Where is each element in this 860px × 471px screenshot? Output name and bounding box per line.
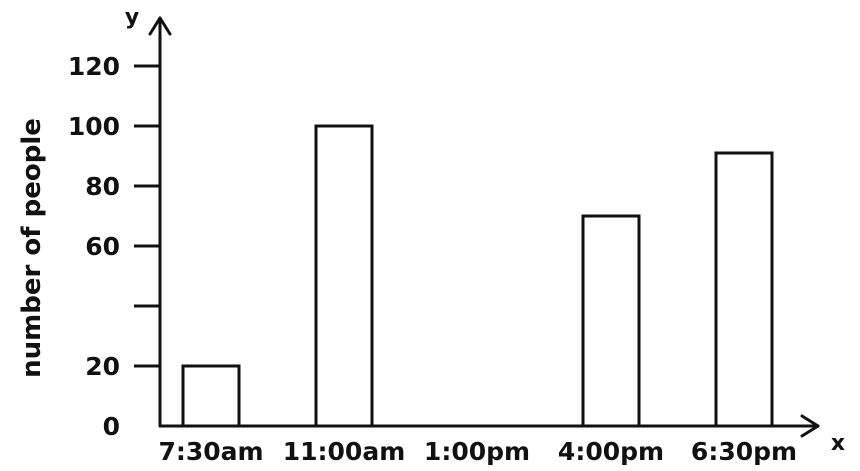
bar: [714, 151, 774, 428]
y-tick-label: 120: [68, 52, 120, 81]
y-tick-label: 80: [85, 172, 120, 201]
y-tick-label: 0: [103, 412, 120, 441]
bar: [581, 214, 641, 428]
x-tick-labels-group: 7:30am 11:00am 1:00pm 4:00pm 6:30pm: [158, 437, 797, 466]
x-tick-label: 11:00am: [283, 437, 406, 466]
y-axis-label: number of people: [17, 118, 47, 378]
x-axis-letter: x: [831, 431, 845, 456]
axes-group: [148, 16, 820, 438]
x-tick-label: 4:00pm: [558, 437, 664, 466]
bar: [181, 364, 241, 428]
y-axis-arrow: [148, 16, 172, 36]
x-tick-label: 1:00pm: [424, 437, 530, 466]
y-tick-label: 100: [68, 112, 120, 141]
y-tick-label: 60: [85, 232, 120, 261]
bar: [314, 124, 374, 428]
x-tick-label: 7:30am: [158, 437, 263, 466]
x-axis-arrow: [800, 414, 820, 438]
y-ticks-group: 0 20 60 80 100 120: [68, 52, 160, 441]
y-axis-letter: y: [125, 5, 139, 30]
y-tick-label: 20: [85, 352, 120, 381]
x-tick-label: 6:30pm: [691, 437, 797, 466]
bars-group: [181, 124, 774, 428]
